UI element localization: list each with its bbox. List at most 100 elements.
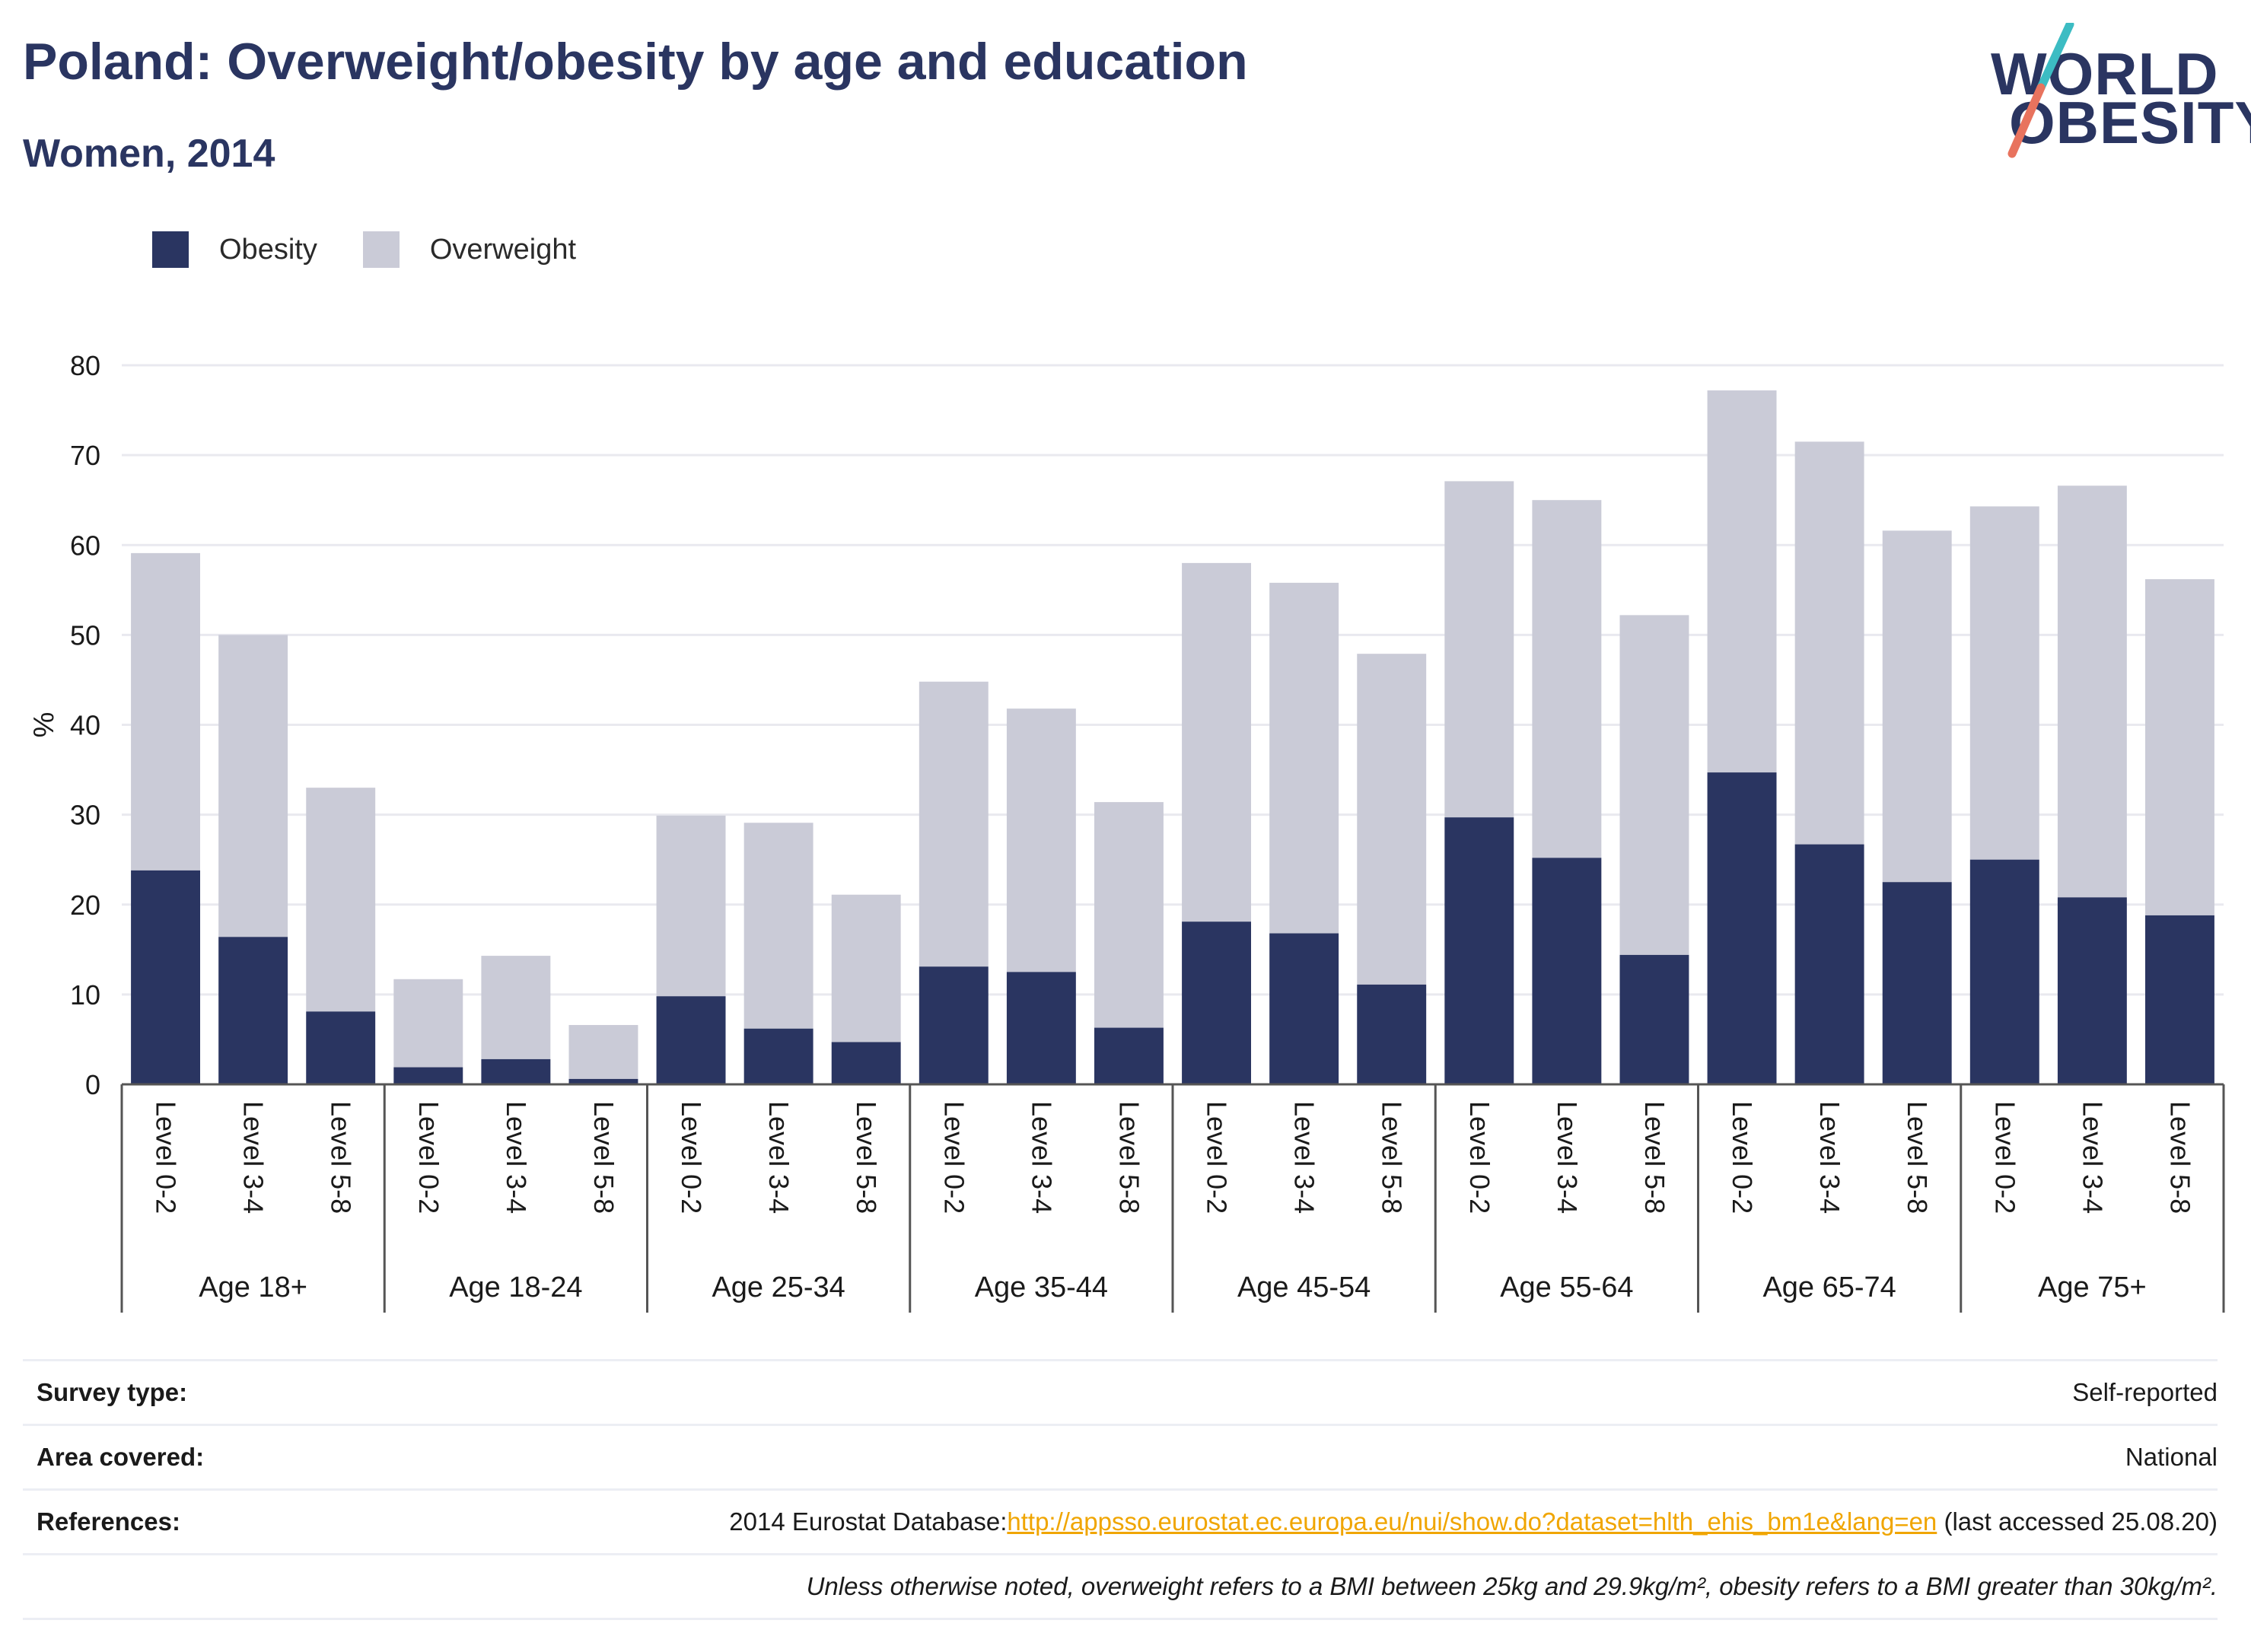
bar-overweight	[919, 681, 989, 967]
bar-overweight	[1882, 530, 1952, 883]
bar-obesity	[2145, 915, 2214, 1084]
legend-item-overweight[interactable]: Overweight	[362, 231, 577, 268]
legend: Obesity Overweight	[152, 227, 622, 272]
x-level-label: Level 5-8	[1639, 1101, 1670, 1214]
bar-obesity	[1094, 1027, 1164, 1084]
x-group-label: Age 55-64	[1500, 1272, 1633, 1303]
y-tick-label: 40	[70, 710, 100, 741]
x-level-label: Level 5-8	[1902, 1101, 1933, 1214]
x-level-label: Level 0-2	[1464, 1101, 1495, 1214]
x-level-label: Level 3-4	[763, 1101, 794, 1214]
y-tick-label: 70	[70, 440, 100, 471]
area-covered-key: Area covered:	[37, 1443, 205, 1471]
x-level-label: Level 5-8	[588, 1101, 619, 1214]
references-link[interactable]: http://appsso.eurostat.ec.europa.eu/nui/…	[1007, 1507, 1937, 1536]
bar-obesity	[2057, 897, 2127, 1084]
bar-obesity	[1182, 921, 1251, 1084]
x-group-label: Age 18+	[199, 1272, 307, 1303]
bar-overweight	[393, 979, 463, 1068]
survey-type-value: Self-reported	[2072, 1378, 2218, 1406]
x-level-label: Level 3-4	[1289, 1101, 1320, 1214]
bar-overweight	[1269, 582, 1339, 934]
x-level-label: Level 5-8	[1113, 1101, 1145, 1214]
bar-obesity	[1619, 954, 1689, 1084]
bar-overweight	[306, 788, 376, 1012]
world-obesity-logo: WORLD OBESITY	[1988, 23, 2251, 160]
logo-slash-icon	[2007, 23, 2074, 158]
legend-swatch-overweight	[362, 231, 400, 268]
bar-overweight	[1532, 500, 1602, 858]
bar-obesity	[1357, 984, 1427, 1084]
info-row-area-covered: Area covered: National	[23, 1424, 2218, 1488]
x-group-label: Age 35-44	[975, 1272, 1108, 1303]
x-level-label: Level 0-2	[938, 1101, 969, 1214]
bar-obesity	[1269, 933, 1339, 1084]
y-tick-label: 80	[70, 350, 100, 381]
bar-obesity	[1707, 772, 1777, 1084]
definition-note: Unless otherwise noted, overweight refer…	[806, 1572, 2218, 1600]
bar-obesity	[1969, 859, 2039, 1084]
x-level-label: Level 5-8	[2164, 1101, 2195, 1214]
logo-line-1: WORLD	[1991, 40, 2219, 107]
y-tick-label: 30	[70, 800, 100, 831]
y-tick-label: 20	[70, 890, 100, 921]
bar-overweight	[656, 815, 726, 997]
info-row-note: Unless otherwise noted, overweight refer…	[23, 1553, 2218, 1620]
legend-label-obesity: Obesity	[219, 233, 317, 266]
bar-obesity	[131, 870, 200, 1084]
bar-obesity	[1882, 882, 1952, 1084]
bar-obesity	[393, 1067, 463, 1084]
info-row-references: References: 2014 Eurostat Database:http:…	[23, 1488, 2218, 1553]
bar-overweight	[1969, 506, 2039, 860]
bar-obesity	[656, 996, 726, 1084]
legend-item-obesity[interactable]: Obesity	[152, 231, 317, 268]
x-level-label: Level 5-8	[851, 1101, 882, 1214]
y-tick-label: 50	[70, 619, 100, 651]
bar-overweight	[1707, 390, 1777, 773]
bar-obesity	[481, 1058, 551, 1084]
bar-obesity	[743, 1028, 813, 1084]
x-level-label: Level 5-8	[1377, 1101, 1408, 1214]
bar-overweight	[1094, 802, 1164, 1028]
bar-obesity	[831, 1042, 901, 1084]
x-group-label: Age 25-34	[712, 1272, 845, 1303]
logo-line-2: OBESITY	[2009, 89, 2251, 156]
bar-obesity	[919, 966, 989, 1084]
references-value: 2014 Eurostat Database:http://appsso.eur…	[729, 1507, 2218, 1536]
info-table: Survey type: Self-reported Area covered:…	[23, 1359, 2218, 1620]
references-prefix: 2014 Eurostat Database:	[729, 1507, 1008, 1536]
bar-overweight	[2145, 579, 2214, 915]
x-level-label: Level 3-4	[238, 1101, 269, 1214]
bar-overweight	[1619, 615, 1689, 955]
bar-obesity	[568, 1078, 638, 1084]
survey-type-key: Survey type:	[37, 1378, 188, 1406]
bar-overweight	[481, 956, 551, 1059]
bar-obesity	[1444, 817, 1514, 1084]
x-level-label: Level 0-2	[151, 1101, 182, 1214]
x-group-label: Age 65-74	[1762, 1272, 1896, 1303]
x-level-label: Level 3-4	[1026, 1101, 1057, 1214]
y-tick-label: 0	[85, 1069, 100, 1100]
bar-overweight	[131, 552, 200, 871]
x-level-label: Level 0-2	[676, 1101, 707, 1214]
x-level-label: Level 3-4	[501, 1101, 532, 1214]
x-level-label: Level 3-4	[1552, 1101, 1583, 1214]
x-group-label: Age 45-54	[1237, 1272, 1371, 1303]
bar-overweight	[568, 1025, 638, 1079]
references-suffix: (last accessed 25.08.20)	[1937, 1507, 2218, 1536]
legend-label-overweight: Overweight	[429, 233, 577, 266]
bar-obesity	[218, 937, 288, 1084]
area-covered-value: National	[2125, 1443, 2218, 1471]
chart-subtitle: Women, 2014	[23, 132, 275, 176]
legend-swatch-obesity	[152, 231, 189, 268]
bar-overweight	[1794, 441, 1864, 845]
x-level-label: Level 3-4	[1814, 1101, 1845, 1214]
x-level-label: Level 0-2	[1727, 1101, 1758, 1214]
x-level-label: Level 3-4	[2077, 1101, 2108, 1214]
stacked-bar-chart: 0 10 20 30 40 50 60 70 80% Level 0-2 Level 3-4 Leve…	[28, 350, 2225, 1313]
bar-obesity	[1794, 844, 1864, 1084]
bar-overweight	[1444, 481, 1514, 818]
x-group-label: Age 75+	[2038, 1272, 2147, 1303]
x-level-label: Level 5-8	[326, 1101, 357, 1214]
x-level-label: Level 0-2	[1202, 1101, 1233, 1214]
